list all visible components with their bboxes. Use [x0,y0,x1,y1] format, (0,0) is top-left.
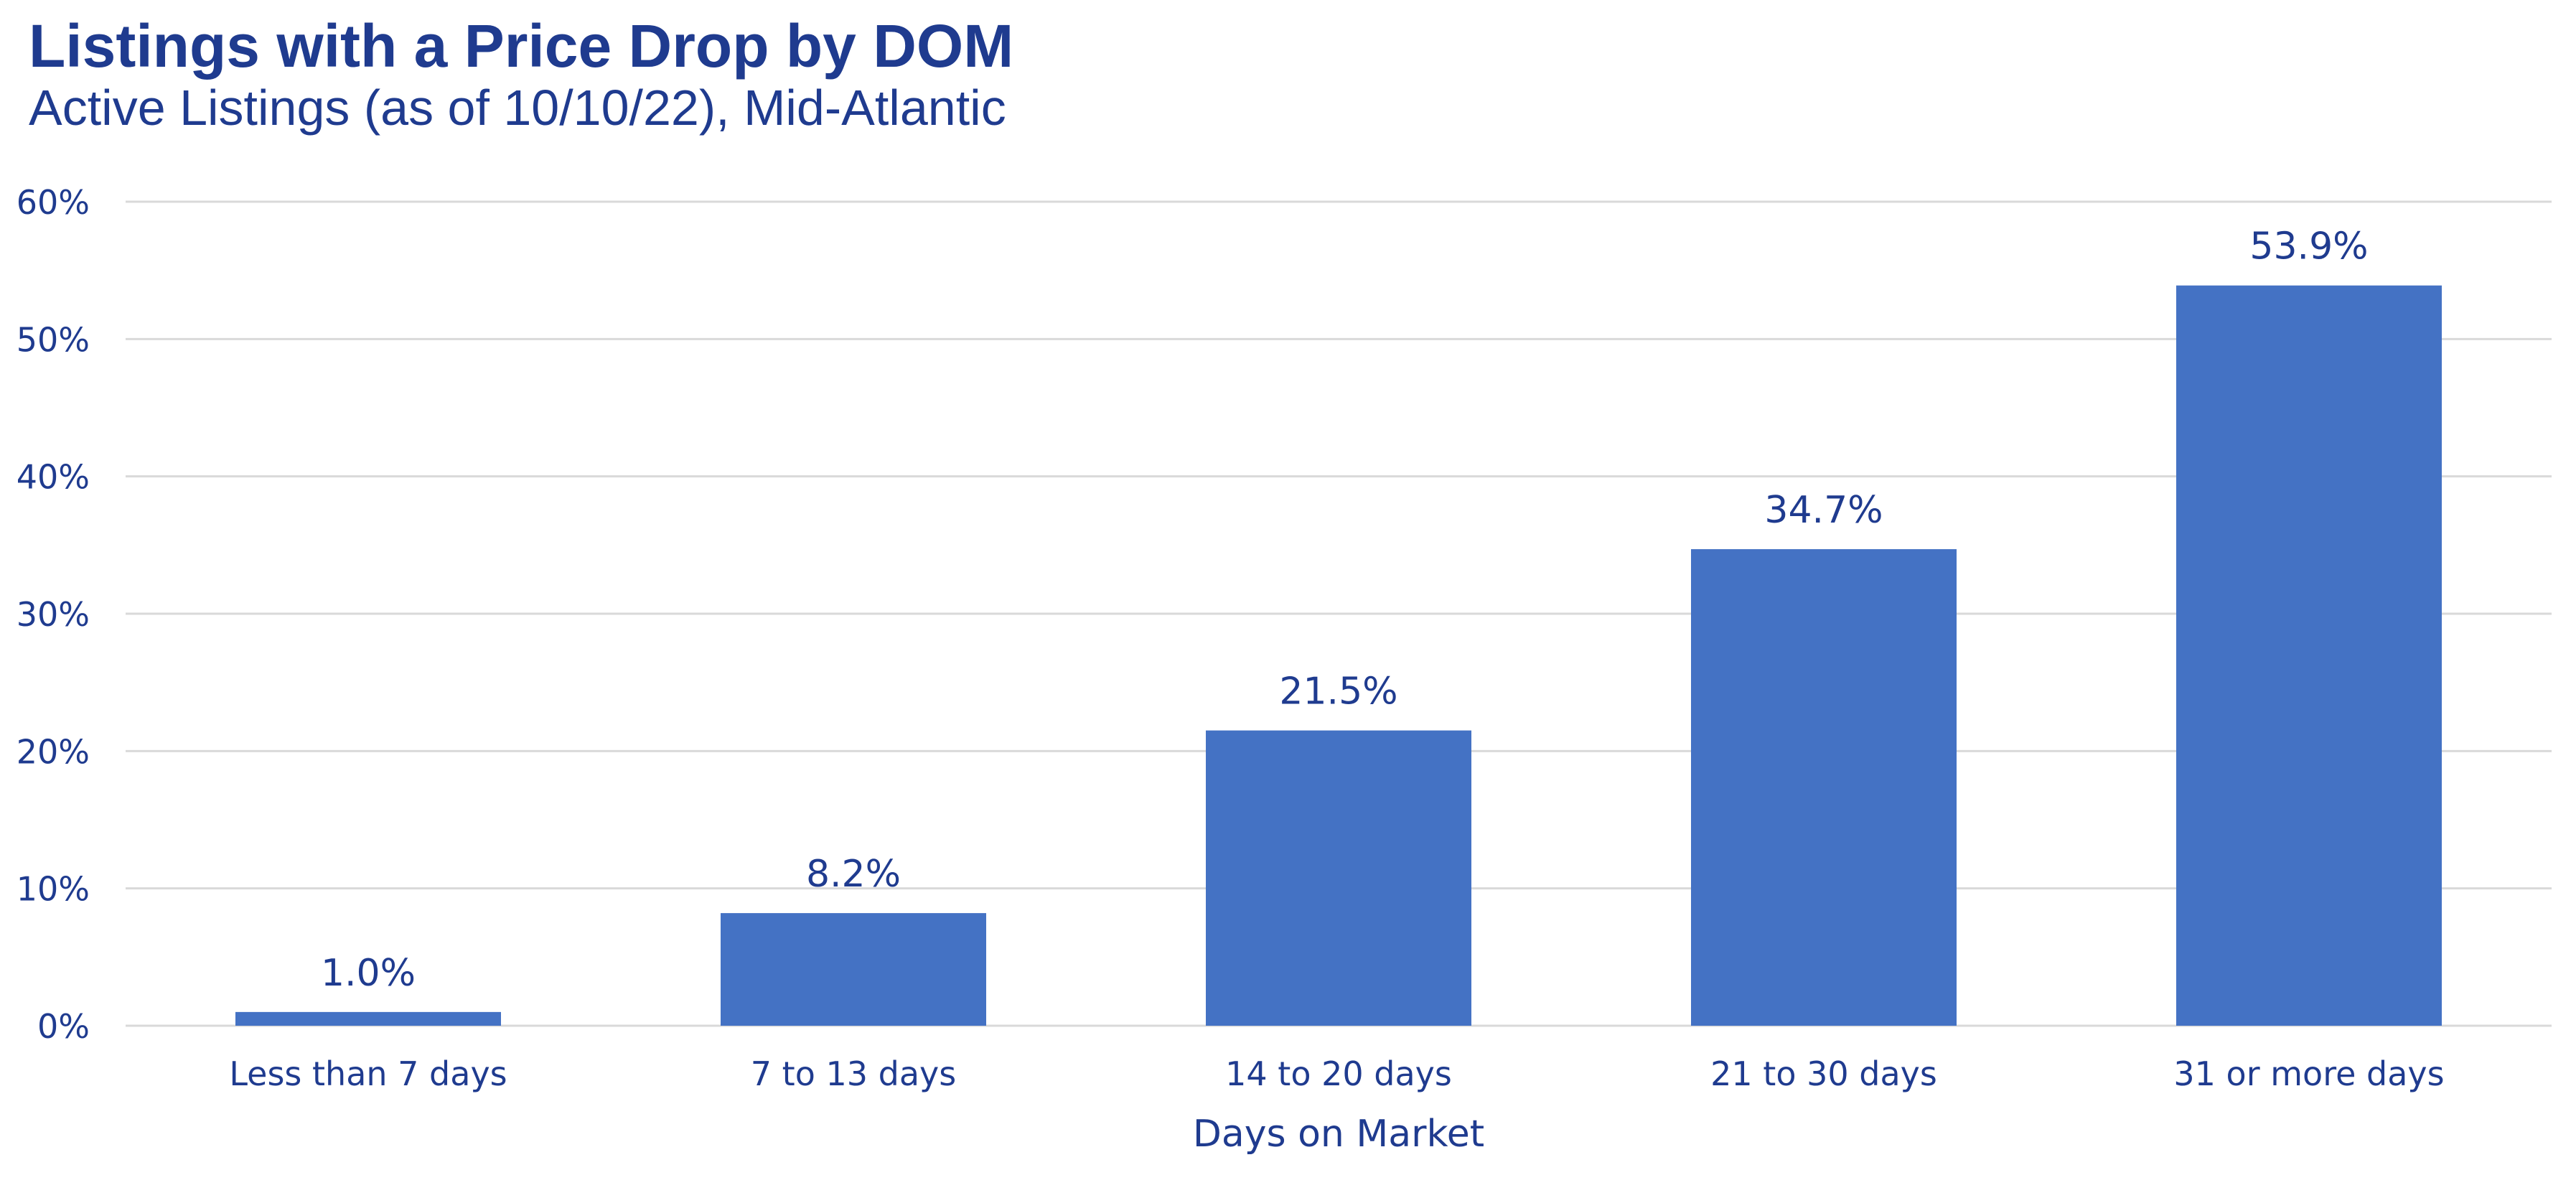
y-tick-label: 50% [17,320,90,359]
data-label: 8.2% [806,853,901,896]
category-label: 14 to 20 days [1225,1054,1452,1093]
y-tick-label: 40% [17,458,90,497]
bar [1691,549,1957,1026]
y-tick-label: 60% [17,183,90,222]
category-label: 31 or more days [2173,1054,2444,1093]
chart-title: Listings with a Price Drop by DOM [29,12,1014,80]
x-axis-title: Days on Market [1193,1113,1484,1156]
bar [1206,730,1471,1026]
bars [235,285,2442,1026]
category-label: Less than 7 days [229,1054,507,1093]
y-tick-label: 10% [17,870,90,909]
data-label: 21.5% [1279,670,1397,713]
bar [721,913,986,1026]
labels: 0% 10% 20% 30% 40% 50% 60% 1.0% Less than 7 days… [17,183,2445,1156]
bar [235,1011,501,1026]
category-label: 7 to 13 days [751,1054,956,1093]
data-label: 53.9% [2249,225,2368,268]
y-tick-label: 0% [37,1007,90,1046]
data-label: 1.0% [321,952,416,995]
bar [2176,285,2442,1026]
data-label: 34.7% [1764,489,1883,532]
chart-subtitle: Active Listings (as of 10/10/22), Mid-At… [29,80,1006,136]
category-label: 21 to 30 days [1710,1054,1937,1093]
y-tick-label: 30% [17,595,90,634]
y-tick-label: 20% [17,732,90,771]
